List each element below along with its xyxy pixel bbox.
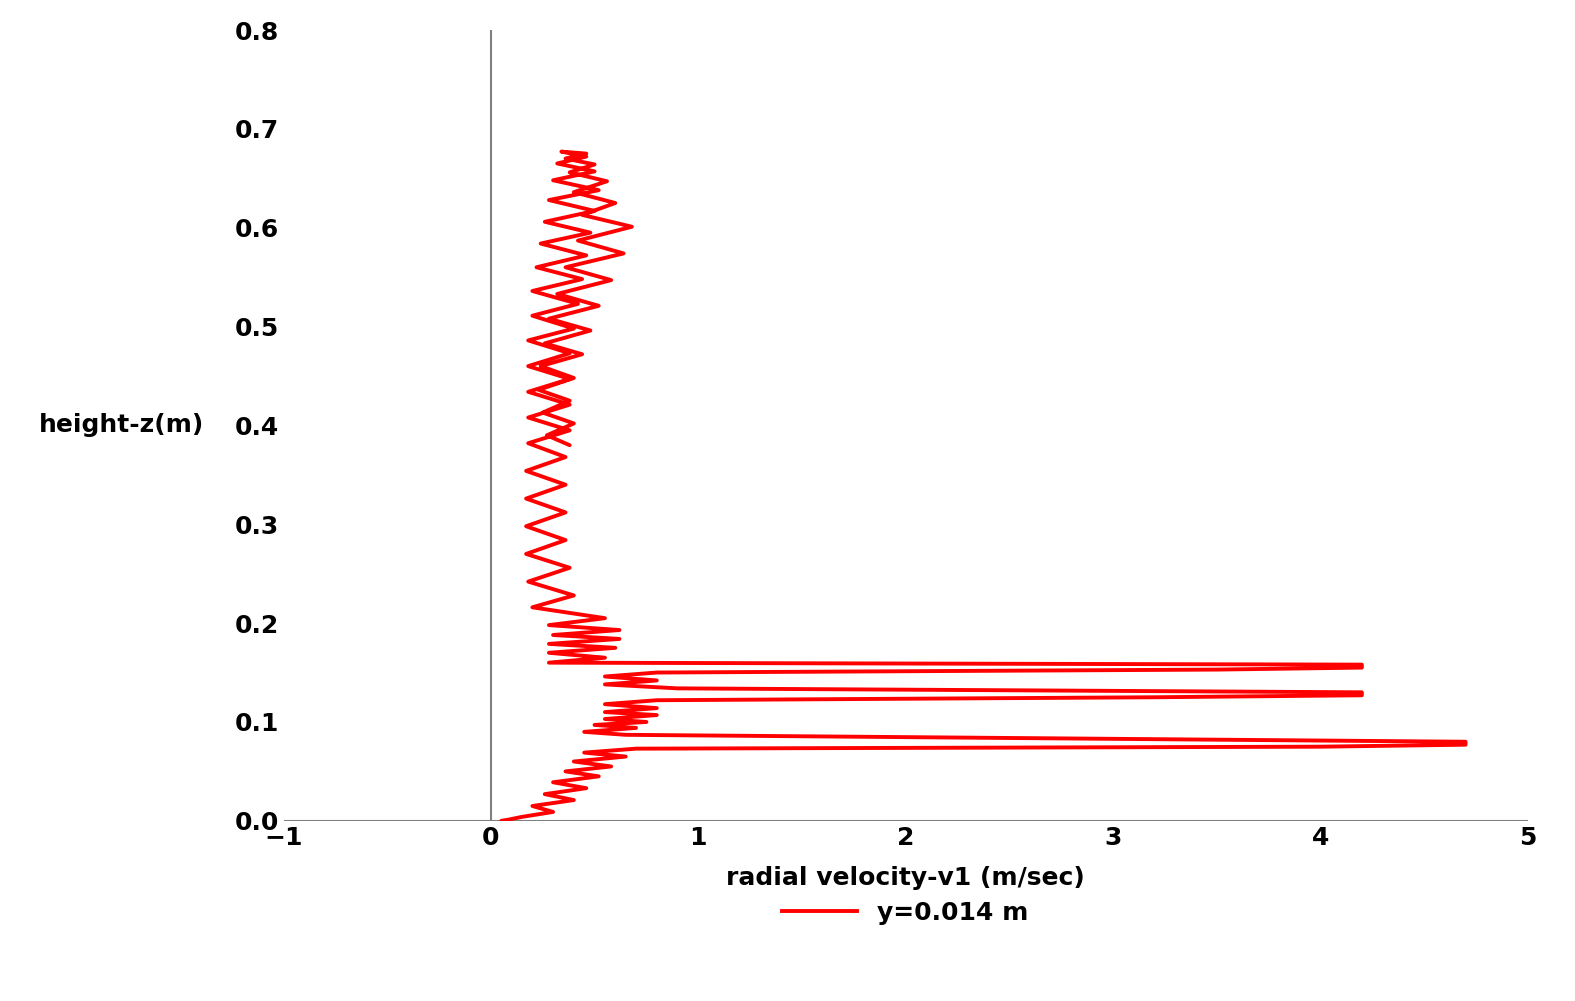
Legend: y=0.014 m: y=0.014 m [772, 891, 1040, 935]
X-axis label: radial velocity-v1 (m/sec): radial velocity-v1 (m/sec) [726, 866, 1085, 890]
Text: height-z(m): height-z(m) [39, 413, 205, 437]
